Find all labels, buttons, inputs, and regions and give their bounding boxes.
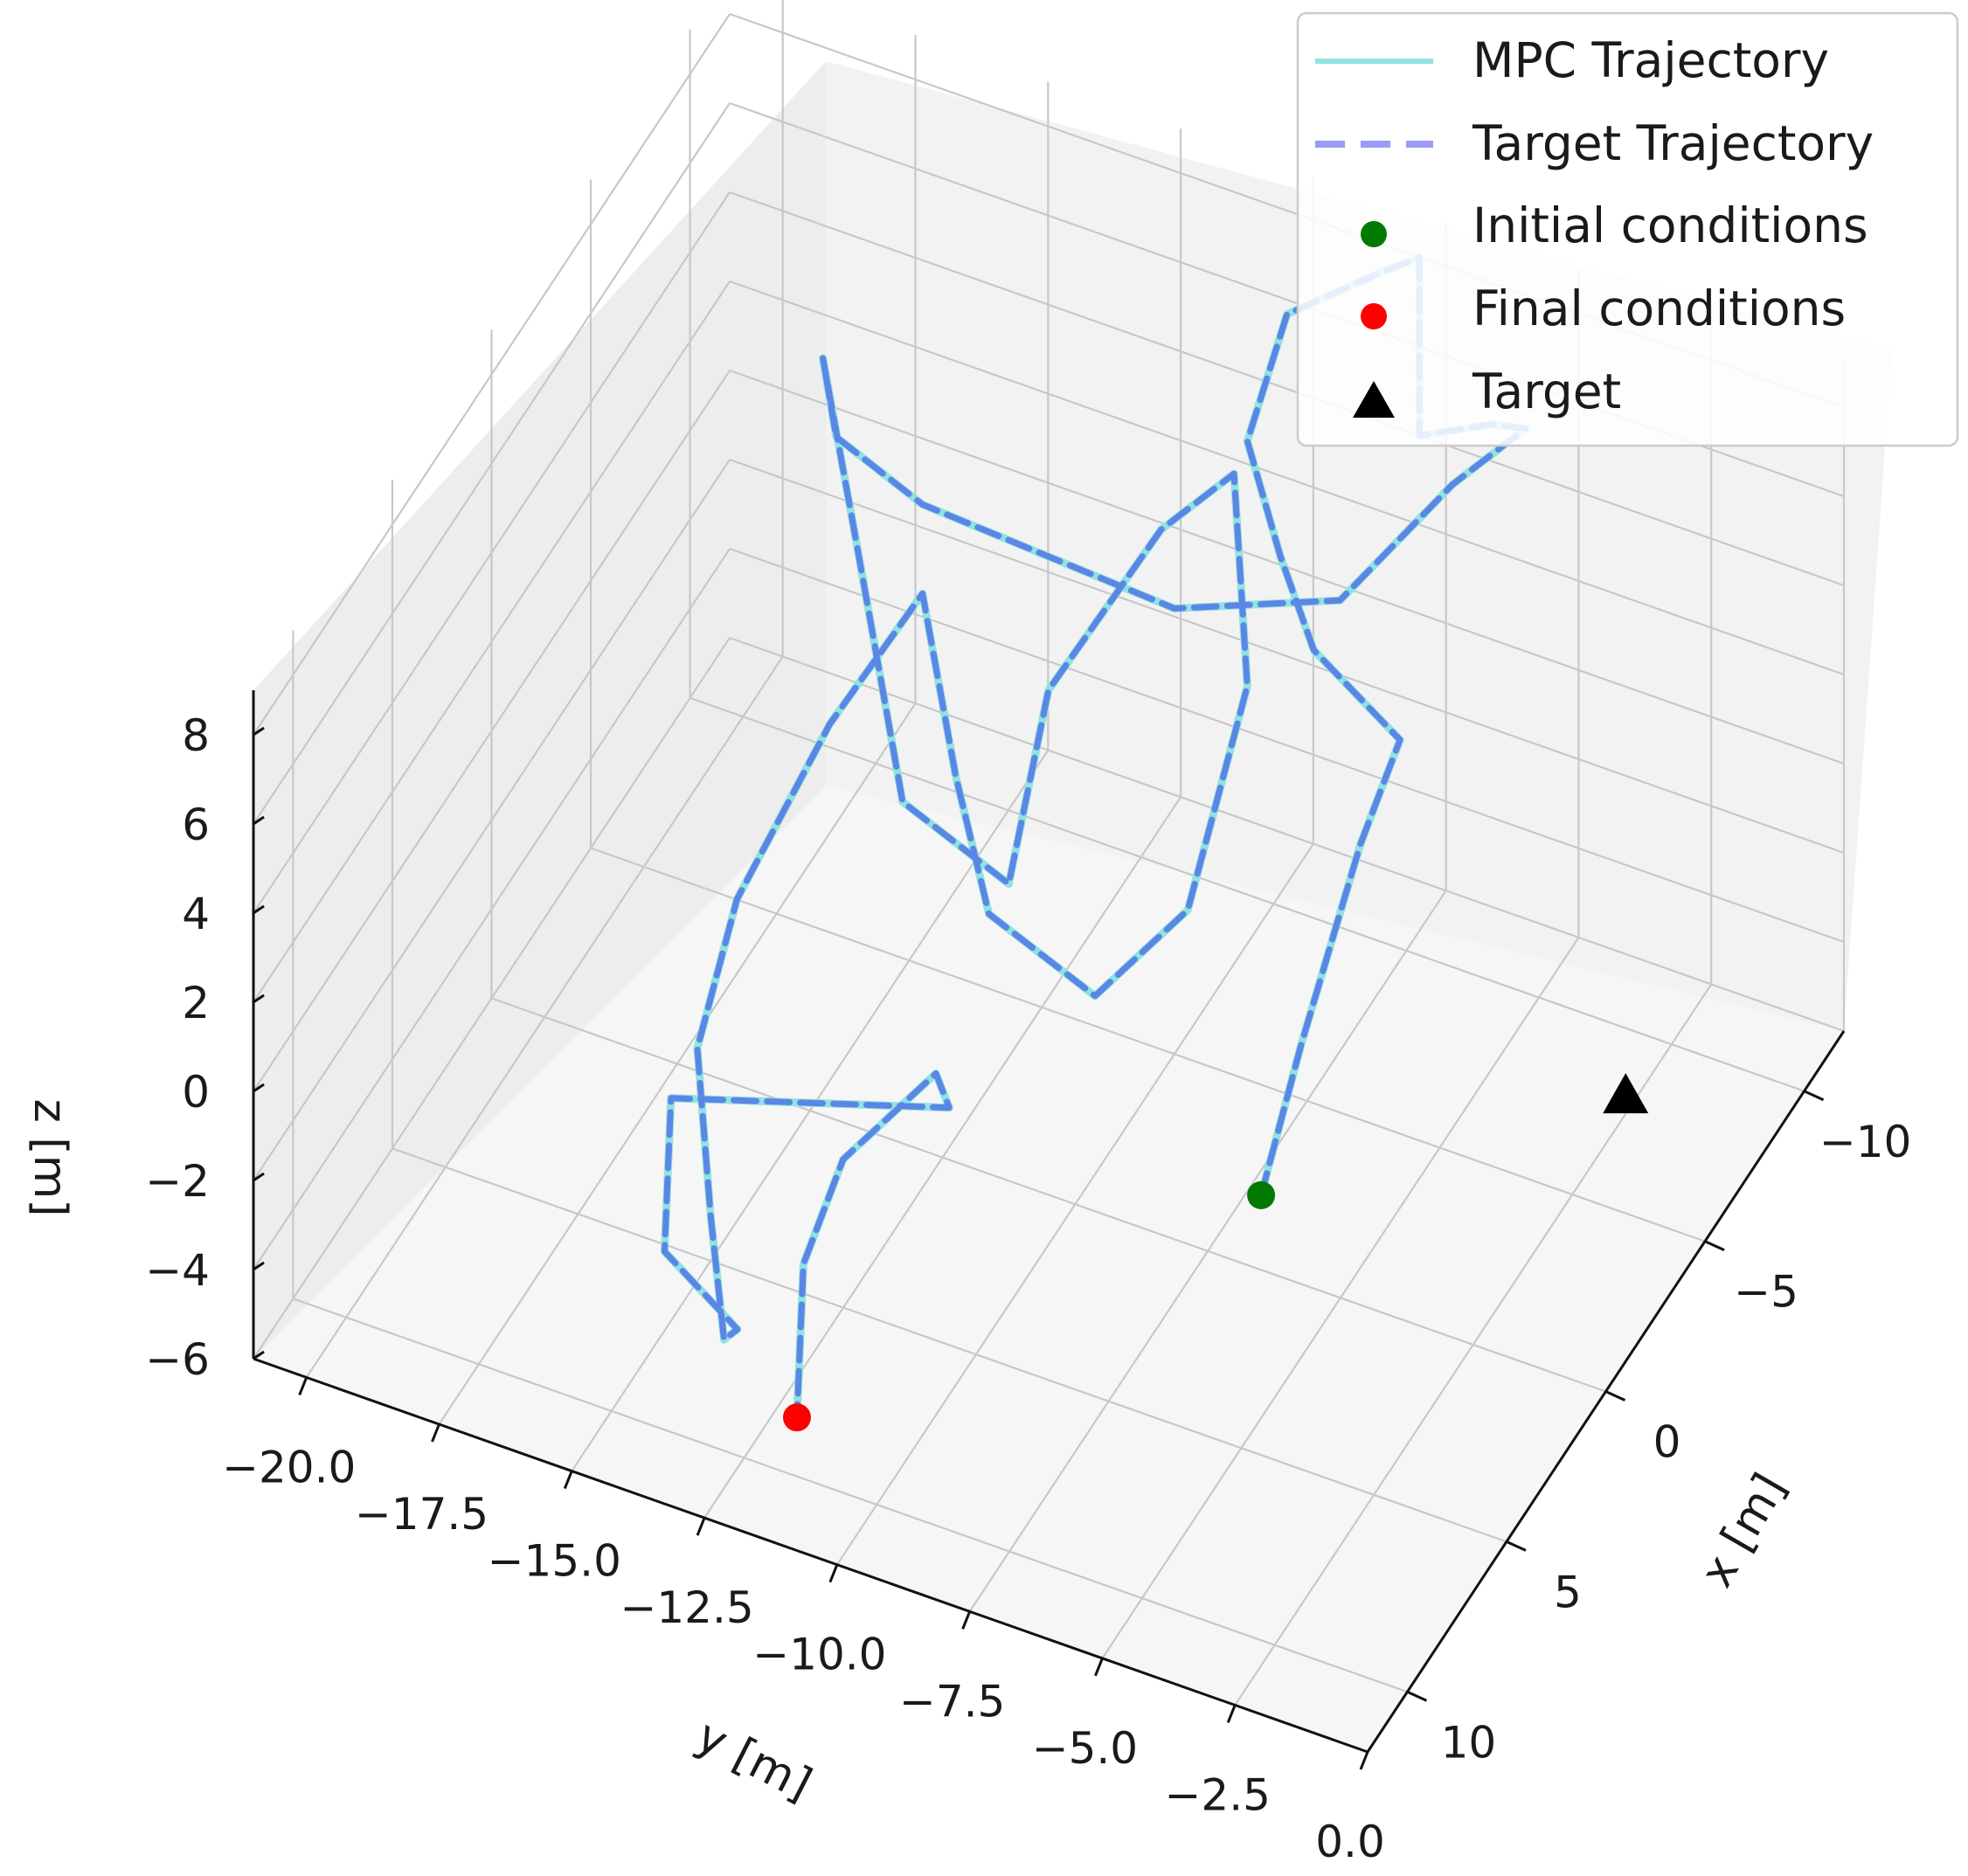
legend-final-swatch xyxy=(1361,303,1387,329)
z-tick-label: 4 xyxy=(182,889,210,939)
y-axis-title: y [m] xyxy=(688,1710,820,1811)
y-tick-label: −5.0 xyxy=(1032,1723,1138,1774)
floor-grid-x xyxy=(392,1147,1507,1543)
y-tick-mark xyxy=(828,1564,839,1583)
left-back-pane xyxy=(253,61,826,1359)
z-tick-mark xyxy=(253,904,265,915)
legend-initial-swatch xyxy=(1361,221,1387,247)
legend-frame xyxy=(1296,11,1959,447)
wall2-grid-z xyxy=(253,102,731,825)
z-tick-mark xyxy=(253,993,265,1004)
y-tick-mark xyxy=(1226,1704,1237,1723)
y-tick-label: −10.0 xyxy=(752,1630,886,1680)
y-tick-label: −15.0 xyxy=(488,1536,621,1587)
wall-grid-z xyxy=(729,636,1845,1033)
legend-target-traj-label: Target Trajectory xyxy=(1472,115,1874,171)
y-tick-mark xyxy=(1094,1658,1104,1677)
y-tick-label: −12.5 xyxy=(620,1582,753,1633)
wall-grid-z xyxy=(729,280,1845,676)
target-marker xyxy=(1603,1073,1649,1114)
z-tick-label: 8 xyxy=(182,710,210,761)
wall2-grid-z xyxy=(253,280,731,1003)
z-tick-label: 0 xyxy=(182,1067,210,1118)
floor-grid-x xyxy=(590,847,1706,1243)
x-tick-mark xyxy=(1406,1690,1428,1702)
y-tick-mark xyxy=(431,1423,440,1443)
y-tick-mark xyxy=(298,1376,308,1395)
wall2-grid-z xyxy=(253,459,731,1181)
tick-layer: −20.0−17.5−15.0−12.5−10.0 −7.5 −5.0 −2.5 0.0… xyxy=(145,710,1911,1867)
wall2-grid-z xyxy=(253,191,731,914)
z-tick-mark xyxy=(253,1261,265,1271)
floor-grid-x xyxy=(293,1298,1408,1693)
legend-final-label: Final conditions xyxy=(1473,280,1846,336)
y-tick-mark xyxy=(696,1517,706,1536)
x-tick-mark xyxy=(1803,1090,1825,1102)
wall-grid-z xyxy=(729,190,1845,587)
initial-conditions-marker xyxy=(1247,1180,1276,1209)
legend-target-swatch xyxy=(1353,381,1395,418)
marker-layer xyxy=(782,1073,1649,1432)
z-tick-label: 6 xyxy=(182,800,210,850)
legend-mpc-label: MPC Trajectory xyxy=(1473,32,1829,88)
x-tick-label: 5 xyxy=(1554,1567,1582,1617)
z-tick-mark xyxy=(253,815,265,826)
wall2-grid-z xyxy=(253,13,731,736)
floor-pane xyxy=(253,786,1844,1752)
wall2-grid-z xyxy=(253,637,731,1360)
legend-initial-label: Initial conditions xyxy=(1473,197,1868,253)
wall-grid-z xyxy=(729,547,1845,944)
wall-grid-z xyxy=(729,458,1845,855)
wall2-grid-z xyxy=(253,370,731,1092)
z-tick-mark xyxy=(253,1083,265,1093)
z-tick-label: 2 xyxy=(182,978,210,1028)
z-tick-label: −2 xyxy=(145,1156,210,1207)
legend-target-label: Target xyxy=(1472,363,1621,419)
x-tick-label: 0 xyxy=(1653,1417,1681,1468)
x-tick-mark xyxy=(1704,1240,1725,1251)
x-tick-label: −10 xyxy=(1819,1117,1912,1167)
x-tick-mark xyxy=(1506,1540,1527,1552)
x-axis-title: x [m] xyxy=(1691,1465,1797,1596)
z-tick-mark xyxy=(253,1172,265,1182)
y-tick-mark xyxy=(1359,1751,1369,1770)
x-tick-label: 10 xyxy=(1441,1717,1497,1768)
x-tick-label: −5 xyxy=(1734,1267,1798,1318)
z-tick-label: −4 xyxy=(145,1245,210,1296)
z-tick-label: −6 xyxy=(145,1334,210,1385)
y-tick-mark xyxy=(961,1610,972,1630)
x-tick-mark xyxy=(1604,1390,1626,1402)
wall2-grid-z xyxy=(253,548,731,1270)
z-axis-title: z [m] xyxy=(24,1098,76,1216)
y-tick-label: 0.0 xyxy=(1315,1817,1385,1867)
floor-grid-x xyxy=(689,696,1805,1092)
z-tick-mark xyxy=(253,1350,265,1360)
y-tick-label: −20.0 xyxy=(222,1442,356,1492)
y-tick-label: −17.5 xyxy=(355,1489,489,1540)
legend: MPC Trajectory Target Trajectory Initial… xyxy=(1296,11,1959,447)
final-conditions-marker xyxy=(782,1403,811,1432)
y-tick-mark xyxy=(563,1471,573,1490)
y-tick-label: −2.5 xyxy=(1165,1769,1271,1820)
y-tick-label: −7.5 xyxy=(899,1676,1005,1727)
floor-grid-x xyxy=(491,997,1606,1393)
z-tick-mark xyxy=(253,726,265,737)
